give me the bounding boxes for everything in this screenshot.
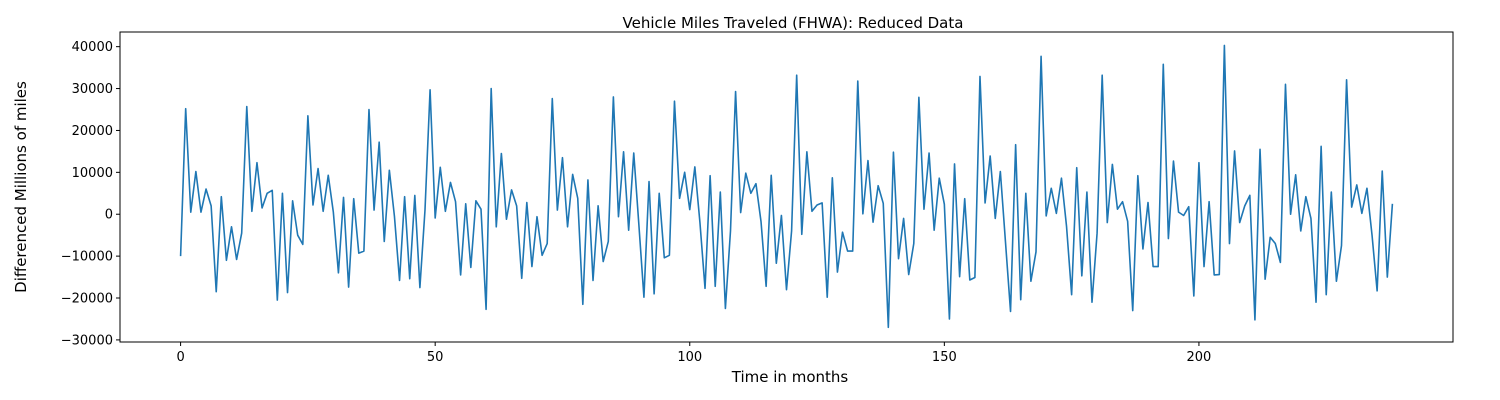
- y-axis: −30000 −20000 −10000 0 10000 20000 30000 40000: [61, 40, 120, 348]
- plot-frame: [119, 31, 1454, 343]
- x-tick-label: 150: [932, 350, 957, 365]
- x-tick-label: 0: [176, 350, 184, 365]
- y-tick-label: 0: [105, 208, 113, 223]
- y-axis-title: Differenced Millions of miles: [12, 81, 30, 293]
- y-tick-label: −10000: [61, 250, 113, 265]
- y-tick-label: −20000: [61, 292, 113, 307]
- series-layer: [179, 44, 1394, 329]
- x-tick-label: 100: [677, 350, 702, 365]
- x-tick-label: 200: [1187, 350, 1212, 365]
- x-axis-title: Time in months: [731, 368, 849, 386]
- chart-title: Vehicle Miles Traveled (FHWA): Reduced D…: [623, 14, 964, 32]
- y-tick-label: 20000: [72, 124, 113, 139]
- y-tick-label: 30000: [72, 82, 113, 97]
- y-tick-label: 10000: [72, 166, 113, 181]
- series-line: [179, 44, 1394, 329]
- y-tick-label: 40000: [72, 40, 113, 55]
- x-axis: 0 50 100 150 200: [176, 342, 1211, 365]
- y-tick-label: −30000: [61, 333, 113, 348]
- x-tick-label: 50: [427, 350, 444, 365]
